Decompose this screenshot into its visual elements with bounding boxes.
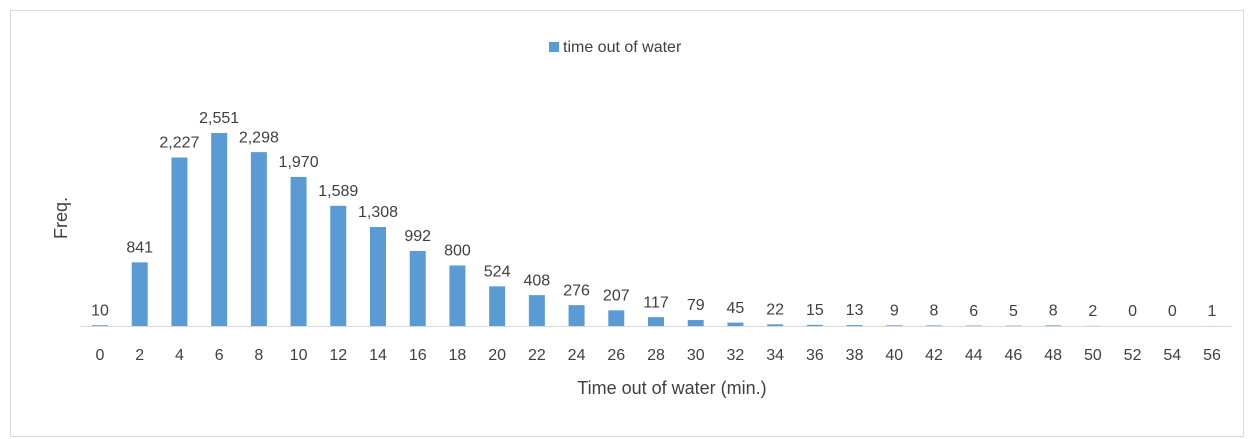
data-label: 1,308 bbox=[358, 204, 398, 221]
data-label: 5 bbox=[1009, 303, 1018, 320]
data-label: 8 bbox=[930, 303, 939, 320]
x-tick-label: 40 bbox=[885, 347, 903, 364]
data-label: 2,227 bbox=[159, 135, 199, 152]
x-tick-label: 28 bbox=[647, 347, 665, 364]
x-tick-label: 42 bbox=[925, 347, 943, 364]
data-label: 22 bbox=[766, 302, 784, 319]
bar bbox=[568, 305, 585, 326]
x-tick-label: 14 bbox=[369, 347, 387, 364]
x-tick-label: 32 bbox=[727, 347, 745, 364]
x-tick-label: 48 bbox=[1044, 347, 1062, 364]
x-tick-label: 6 bbox=[215, 347, 224, 364]
bar bbox=[528, 295, 545, 326]
x-tick-label: 50 bbox=[1084, 347, 1102, 364]
x-tick-label: 4 bbox=[175, 347, 184, 364]
bar bbox=[92, 325, 108, 326]
data-label: 800 bbox=[444, 243, 471, 260]
x-tick-label: 52 bbox=[1124, 347, 1142, 364]
data-label: 276 bbox=[563, 282, 590, 299]
x-tick-label: 0 bbox=[96, 347, 105, 364]
x-tick-label: 34 bbox=[766, 347, 784, 364]
data-label: 2,551 bbox=[199, 110, 239, 127]
bar bbox=[409, 250, 426, 326]
bar bbox=[250, 152, 267, 326]
data-label: 2 bbox=[1088, 303, 1097, 320]
legend: time out of water bbox=[549, 39, 682, 56]
bar bbox=[330, 205, 347, 326]
data-label: 841 bbox=[126, 240, 153, 257]
x-tick-label: 38 bbox=[846, 347, 864, 364]
bar bbox=[1045, 325, 1062, 326]
x-tick-label: 12 bbox=[329, 347, 347, 364]
x-tick-label: 18 bbox=[449, 347, 467, 364]
bar bbox=[727, 322, 744, 326]
bar bbox=[290, 176, 307, 326]
x-tick-label: 16 bbox=[409, 347, 427, 364]
data-label: 117 bbox=[643, 294, 669, 311]
data-label: 992 bbox=[404, 228, 431, 245]
x-tick-label: 36 bbox=[806, 347, 824, 364]
bar bbox=[886, 325, 903, 326]
x-tick-label: 8 bbox=[254, 347, 263, 364]
x-tick-label: 30 bbox=[687, 347, 705, 364]
bar bbox=[489, 286, 506, 326]
bar bbox=[846, 325, 863, 326]
legend-swatch bbox=[549, 42, 559, 52]
bar bbox=[767, 324, 784, 326]
bar bbox=[687, 320, 704, 326]
data-label: 0 bbox=[1168, 303, 1177, 320]
bar bbox=[449, 265, 466, 326]
data-label: 9 bbox=[890, 303, 899, 320]
data-label: 524 bbox=[484, 264, 511, 281]
data-label: 79 bbox=[687, 297, 705, 314]
legend-label: time out of water bbox=[563, 39, 682, 56]
chart-border bbox=[10, 10, 1244, 437]
bar bbox=[608, 310, 625, 326]
data-label: 1,589 bbox=[318, 183, 358, 200]
data-label: 1,970 bbox=[279, 154, 319, 171]
bar bbox=[370, 227, 386, 326]
x-tick-label: 56 bbox=[1203, 347, 1221, 364]
data-label: 1 bbox=[1208, 303, 1217, 320]
x-tick-label: 22 bbox=[528, 347, 546, 364]
x-tick-label: 44 bbox=[965, 347, 983, 364]
bar bbox=[211, 132, 228, 326]
x-tick-label: 20 bbox=[488, 347, 506, 364]
data-label: 0 bbox=[1128, 303, 1137, 320]
x-tick-label: 2 bbox=[135, 347, 144, 364]
data-label: 13 bbox=[846, 302, 864, 319]
data-label: 2,298 bbox=[239, 129, 279, 146]
x-tick-label: 10 bbox=[290, 347, 308, 364]
data-label: 8 bbox=[1049, 303, 1058, 320]
data-label: 10 bbox=[91, 302, 109, 319]
x-tick-label: 54 bbox=[1163, 347, 1181, 364]
data-label: 408 bbox=[524, 272, 551, 289]
x-tick-label: 26 bbox=[607, 347, 625, 364]
x-tick-label: 24 bbox=[568, 347, 586, 364]
data-label: 45 bbox=[727, 300, 745, 317]
x-axis-title: Time out of water (min.) bbox=[577, 378, 766, 398]
data-label: 6 bbox=[969, 303, 978, 320]
x-tick-label: 46 bbox=[1005, 347, 1023, 364]
bar bbox=[926, 325, 942, 326]
bar bbox=[131, 262, 148, 326]
bar bbox=[648, 317, 664, 326]
data-label: 15 bbox=[806, 302, 824, 319]
y-axis-title: Freq. bbox=[51, 197, 71, 239]
data-label: 207 bbox=[603, 288, 630, 305]
bar bbox=[806, 324, 823, 326]
bar bbox=[171, 157, 188, 326]
